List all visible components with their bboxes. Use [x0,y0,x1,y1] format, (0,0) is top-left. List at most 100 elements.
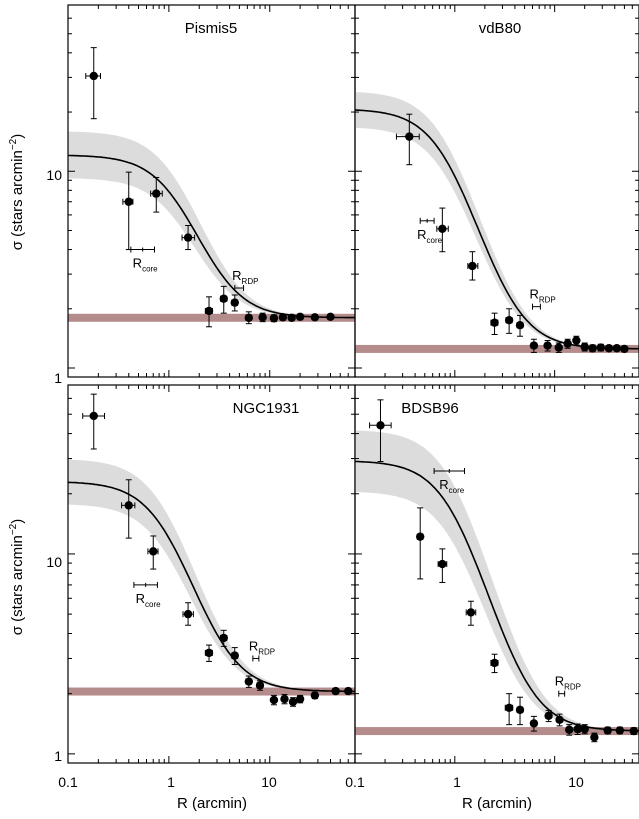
point-marker [504,703,514,712]
rcore-marker: Rcore [433,467,465,495]
point-marker [580,724,589,734]
data-point [280,694,289,705]
data-point [310,313,320,322]
data-point [504,693,514,726]
plot-area: Rcore RRDP [68,393,355,707]
rcore-marker: Rcore [417,217,443,245]
point-marker [529,341,539,350]
data-point [629,726,638,736]
data-point [269,694,279,706]
svg-text:σ (stars arcmin−2): σ (stars arcmin−2) [8,519,26,636]
point-marker [344,686,353,696]
data-point [310,691,320,700]
y-axis-label-bottom: σ (stars arcmin−2) [8,519,26,636]
rcore-label: Rcore [136,591,162,609]
point-marker [565,725,574,734]
rrdp-label-main: R [555,674,564,689]
y-axis-label-close: ) [9,519,26,524]
point-marker [438,224,447,233]
point-marker [596,343,605,352]
panels-group: Rcore RRDPPismis5RcoreRRDPvdB80RcoreRRDPN… [67,4,639,764]
background-level-band [355,344,639,353]
panel-title: vdB80 [479,20,522,37]
rrdp-label-sub: RDP [258,647,275,656]
data-point [258,312,267,323]
rrdp-marker: RRDP [555,674,581,697]
data-point [436,207,449,253]
point-marker [612,344,622,353]
point-marker [515,321,525,330]
data-point [465,600,477,626]
point-marker [244,677,254,686]
king-fit-curve [68,154,355,319]
data-point [612,344,622,353]
point-marker [590,733,599,742]
chart-panel: Rcore RRDP NGC1931 [67,384,356,764]
panel-title: NGC1931 [233,400,300,417]
data-point [295,312,305,322]
data-point [331,686,340,696]
chart-panel: Rcore RRDP vdB80 [354,4,639,378]
data-point [122,171,134,251]
data-point [295,694,305,704]
point-marker [490,318,499,327]
point-marker [89,71,98,81]
data-point [121,479,136,539]
fit-uncertainty-band [355,430,639,731]
y-axis-label-close: ) [9,134,26,139]
y-tick-label: 10 [46,554,62,570]
data-point [395,113,420,166]
point-marker [468,261,477,271]
point-marker [603,726,612,735]
rrdp-label-sub: RDP [242,277,259,286]
point-marker [230,298,239,307]
panel-frame [354,4,639,378]
y-axis-label-sup: −2 [8,523,19,535]
data-point [615,726,625,735]
point-marker [89,411,98,421]
data-point [543,339,552,352]
point-marker [295,694,305,704]
point-marker [504,315,514,325]
point-marker [295,312,305,322]
king-fit-curve [355,460,639,732]
y-tick-label: 10 [46,167,62,183]
data-point [204,644,214,662]
point-marker [466,608,476,617]
point-marker [183,609,193,619]
point-marker [572,336,581,345]
y-axis-label-text: σ (stars arcmin [9,535,26,635]
rrdp-label: RRDP [249,638,275,656]
data-point [565,724,574,736]
data-point [326,312,335,322]
rrdp-label-main: R [249,638,258,653]
data-point [529,715,539,732]
rcore-label-sub: core [449,486,465,495]
point-marker [563,339,572,348]
data-point [230,294,239,312]
data-point [182,602,194,626]
point-marker [310,313,320,322]
data-point [204,296,214,328]
point-marker [255,681,265,690]
rrdp-label: RRDP [232,268,258,286]
point-marker [615,726,625,735]
data-point [181,225,196,251]
data-point [490,653,499,674]
point-marker [529,719,539,728]
panel-frame [354,384,639,764]
panel-frame [67,384,356,764]
data-point [515,314,525,337]
background-level-band [355,727,639,736]
x-tick-label: 1 [453,774,461,790]
point-marker [258,313,267,322]
axis-ticks [354,4,639,378]
data-point [437,548,448,583]
axis-ticks [354,384,639,764]
rcore-label-main: R [439,477,448,492]
rrdp-label-sub: RDP [539,296,556,305]
rrdp-label-main: R [529,287,538,302]
rcore-label-main: R [133,256,142,271]
